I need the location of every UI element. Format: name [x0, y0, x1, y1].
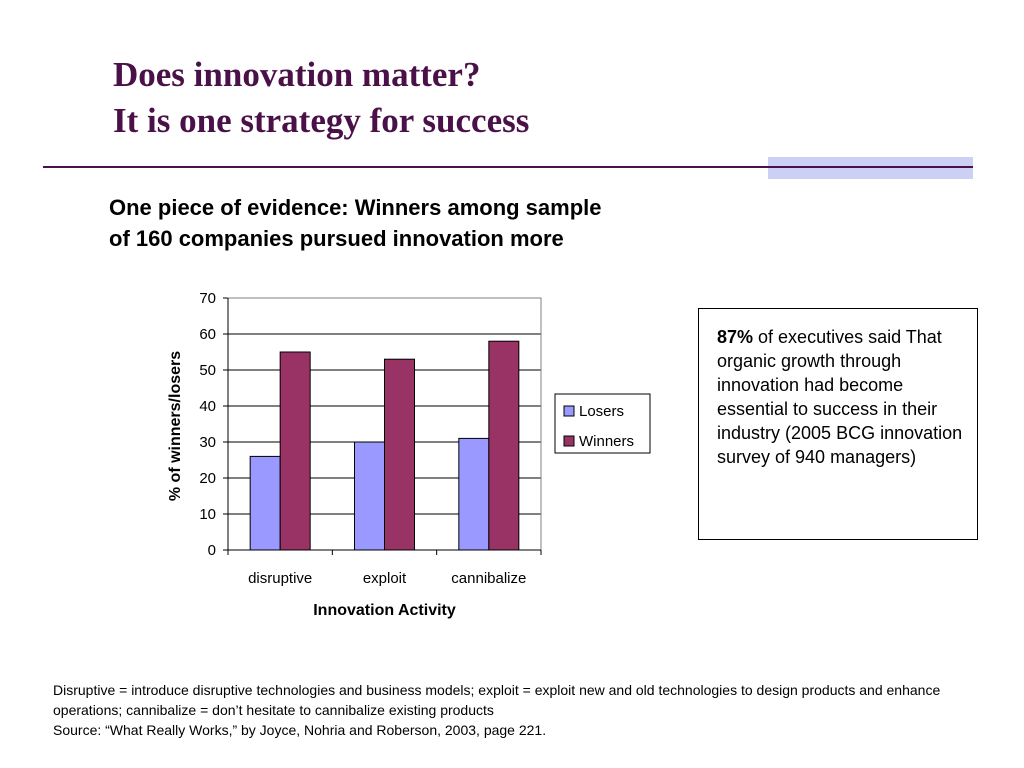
- bar-winners-exploit: [384, 358, 415, 551]
- subtitle-line-1: One piece of evidence: Winners among sam…: [109, 195, 602, 220]
- x-axis-title: Innovation Activity: [313, 602, 456, 619]
- y-tick-label: 20: [199, 470, 216, 487]
- title-line-1: Does innovation matter?: [113, 55, 481, 94]
- y-tick-label: 60: [199, 326, 216, 343]
- y-tick-label: 30: [199, 434, 216, 451]
- y-tick-label: 10: [199, 506, 216, 523]
- title-line-2: It is one strategy for success: [113, 101, 530, 140]
- statistic-text: of executives said That organic growth t…: [717, 327, 963, 467]
- legend-swatch-winners: [563, 435, 575, 447]
- x-tick-label: cannibalize: [451, 570, 526, 587]
- bar-losers-cannibalize: [458, 437, 490, 551]
- slide-subtitle: One piece of evidence: Winners among sam…: [109, 192, 602, 254]
- title-divider: [43, 166, 973, 168]
- y-axis-title: % of winners/losers: [167, 351, 184, 501]
- footnote-source: Source: “What Really Works,” by Joyce, N…: [53, 722, 547, 738]
- statistic-highlight: 87%: [717, 327, 754, 347]
- x-tick-label: disruptive: [248, 570, 312, 587]
- statistic-callout-box: 87% of executives said That organic grow…: [698, 308, 978, 540]
- y-tick-label: 50: [199, 362, 216, 379]
- slide-title: Does innovation matter? It is one strate…: [113, 52, 529, 144]
- y-tick-label: 70: [199, 290, 216, 307]
- bar-losers-disruptive: [249, 455, 281, 551]
- legend-label-winners: Winners: [579, 433, 634, 450]
- x-tick-label: exploit: [363, 570, 407, 587]
- footnote: Disruptive = introduce disruptive techno…: [53, 680, 993, 740]
- bar-losers-exploit: [354, 441, 385, 551]
- footnote-definitions: Disruptive = introduce disruptive techno…: [53, 682, 941, 718]
- title-divider-accent: [768, 157, 973, 179]
- legend-label-losers: Losers: [579, 403, 624, 420]
- legend-swatch-losers: [563, 405, 575, 417]
- bar-winners-disruptive: [279, 351, 311, 551]
- subtitle-line-2: of 160 companies pursued innovation more: [109, 226, 564, 251]
- y-tick-label: 40: [199, 398, 216, 415]
- bar-winners-cannibalize: [488, 340, 520, 551]
- y-tick-label: 0: [208, 542, 216, 559]
